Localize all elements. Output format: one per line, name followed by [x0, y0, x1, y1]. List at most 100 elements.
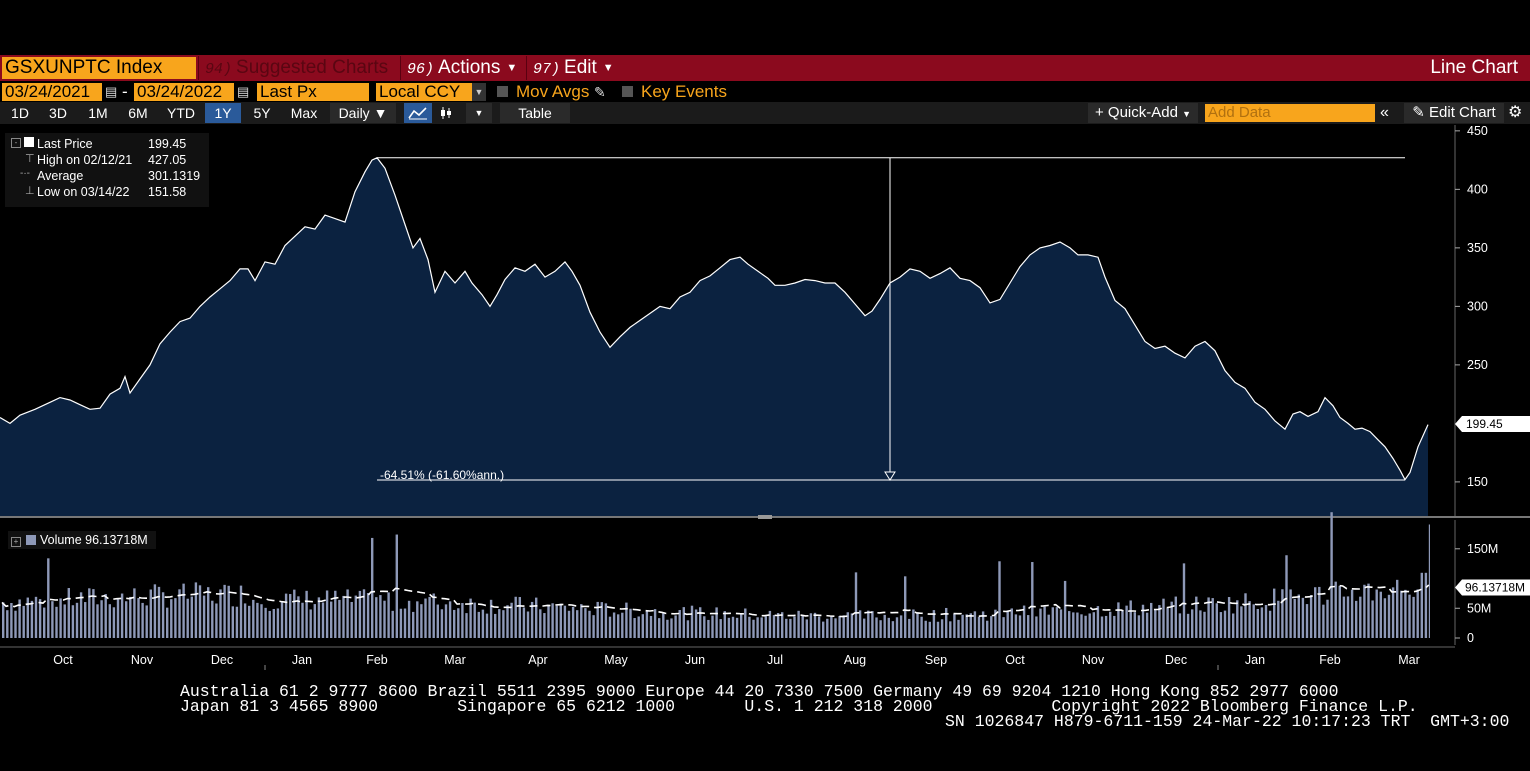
volume-bar — [682, 607, 685, 638]
key-events-checkbox[interactable] — [622, 86, 633, 97]
volume-bar — [801, 615, 804, 638]
volume-bar — [715, 607, 718, 638]
pencil-icon[interactable]: ✎ — [594, 84, 606, 100]
collapse-box-icon[interactable]: - — [11, 138, 21, 148]
volume-bar — [1236, 600, 1239, 638]
volume-bar — [588, 610, 591, 638]
month-label: Dec — [1165, 653, 1187, 667]
range-max[interactable]: Max — [290, 105, 318, 121]
volume-bar — [920, 616, 923, 638]
volume-bar — [883, 614, 886, 638]
mov-avgs-label[interactable]: Mov Avgs — [516, 82, 590, 101]
add-data-input[interactable]: Add Data — [1205, 104, 1375, 122]
range-6m[interactable]: 6M — [128, 105, 148, 121]
volume-bar — [1076, 612, 1079, 638]
volume-bar — [1334, 581, 1337, 638]
volume-bar — [170, 599, 173, 638]
volume-bar — [1285, 555, 1288, 638]
suggested-charts-button[interactable]: 94) Suggested Charts — [198, 56, 398, 80]
volume-bar — [141, 602, 144, 638]
volume-bar — [330, 601, 333, 638]
actions-menu-button[interactable]: 96) Actions ▼ — [400, 56, 525, 80]
volume-bar — [1158, 605, 1161, 638]
ticker-field[interactable]: GSXUNPTC Index — [2, 57, 196, 79]
collapse-icon[interactable]: « — [1380, 104, 1389, 121]
volume-bar — [219, 589, 222, 638]
month-label: Dec — [211, 653, 233, 667]
volume-bar — [194, 582, 198, 638]
volume-bar — [383, 600, 386, 638]
volume-bar — [272, 608, 275, 638]
price-chart[interactable]: 150 250 300 350 400 450 199.45 0 50M 150M 96.1371… — [0, 125, 1530, 670]
edit-label: Edit — [564, 57, 597, 79]
volume-bar — [395, 534, 398, 638]
volume-bar — [1191, 609, 1194, 638]
volume-bar — [1178, 613, 1182, 638]
volume-bar — [448, 601, 452, 638]
edit-menu-button[interactable]: 97) Edit ▼ — [526, 56, 618, 80]
volume-tick-label: 150M — [1467, 542, 1498, 556]
volume-bar — [1314, 587, 1317, 638]
volume-bar — [276, 608, 280, 638]
volume-bar — [14, 610, 17, 638]
range-3d[interactable]: 3D — [49, 105, 67, 121]
last-price-tag-label: 199.45 — [1466, 417, 1503, 431]
calendar-icon[interactable]: ▤ — [237, 84, 250, 99]
volume-bar — [1412, 596, 1415, 638]
currency-dropdown-icon[interactable]: ▼ — [472, 83, 486, 101]
volume-bar — [916, 612, 919, 638]
key-events-label[interactable]: Key Events — [641, 82, 727, 101]
chart-type-dropdown-icon[interactable]: ▼ — [466, 103, 492, 123]
range-1m[interactable]: 1M — [88, 105, 108, 121]
gear-icon[interactable]: ⚙ — [1508, 104, 1523, 121]
volume-bar — [428, 596, 431, 638]
mov-avgs-checkbox[interactable] — [497, 86, 508, 97]
start-date-input[interactable]: 03/24/2021 — [2, 83, 102, 101]
range-ytd[interactable]: YTD — [167, 105, 195, 121]
volume-label: Volume — [39, 533, 82, 547]
volume-bar — [940, 619, 944, 638]
volume-bar — [55, 606, 58, 638]
calendar-icon[interactable]: ▤ — [105, 84, 118, 99]
range-5y[interactable]: 5Y — [253, 105, 271, 121]
volume-bar — [969, 613, 972, 638]
currency-select[interactable]: Local CCY — [376, 83, 472, 101]
range-1y[interactable]: 1Y — [205, 103, 241, 123]
volume-bar — [1133, 612, 1136, 638]
average-label: Average — [37, 169, 84, 183]
date-separator: - — [122, 82, 128, 101]
edit-chart-button[interactable]: ✎ Edit Chart — [1404, 103, 1504, 123]
volume-bar — [1404, 589, 1407, 638]
volume-bar — [182, 583, 185, 638]
volume-bar — [1072, 612, 1075, 638]
volume-bar — [317, 597, 321, 638]
volume-bar — [530, 601, 534, 638]
volume-bar — [973, 611, 977, 638]
quick-add-button[interactable]: + Quick-Add ▼ — [1088, 103, 1198, 123]
volume-bar — [465, 613, 468, 638]
volume-bar — [936, 621, 940, 638]
frequency-select[interactable]: Daily ▼ — [330, 103, 396, 123]
volume-bar — [157, 586, 161, 638]
volume-bar — [321, 602, 325, 638]
volume-bar — [379, 595, 382, 638]
volume-bar — [1416, 589, 1419, 638]
volume-bar — [1248, 601, 1251, 638]
volume-bar — [1408, 594, 1411, 638]
candlestick-icon[interactable] — [434, 103, 458, 123]
range-1d[interactable]: 1D — [11, 105, 29, 121]
volume-value: 96.13718M — [85, 533, 148, 547]
volume-bar — [366, 593, 370, 638]
volume-bar — [899, 615, 903, 638]
line-chart-icon[interactable] — [404, 103, 432, 123]
volume-bar — [1211, 598, 1214, 638]
table-button[interactable]: Table — [500, 103, 570, 123]
end-date-input[interactable]: 03/24/2022 — [134, 83, 234, 101]
volume-bar — [502, 610, 505, 638]
volume-bar — [1063, 580, 1067, 638]
price-field-select[interactable]: Last Px — [257, 83, 369, 101]
chart-legend: - Last Price 199.45 ⊤ High on 02/12/21 4… — [5, 133, 209, 207]
collapse-box-icon[interactable]: + — [11, 537, 21, 547]
volume-bar — [510, 602, 513, 638]
volume-bar — [1014, 614, 1018, 638]
